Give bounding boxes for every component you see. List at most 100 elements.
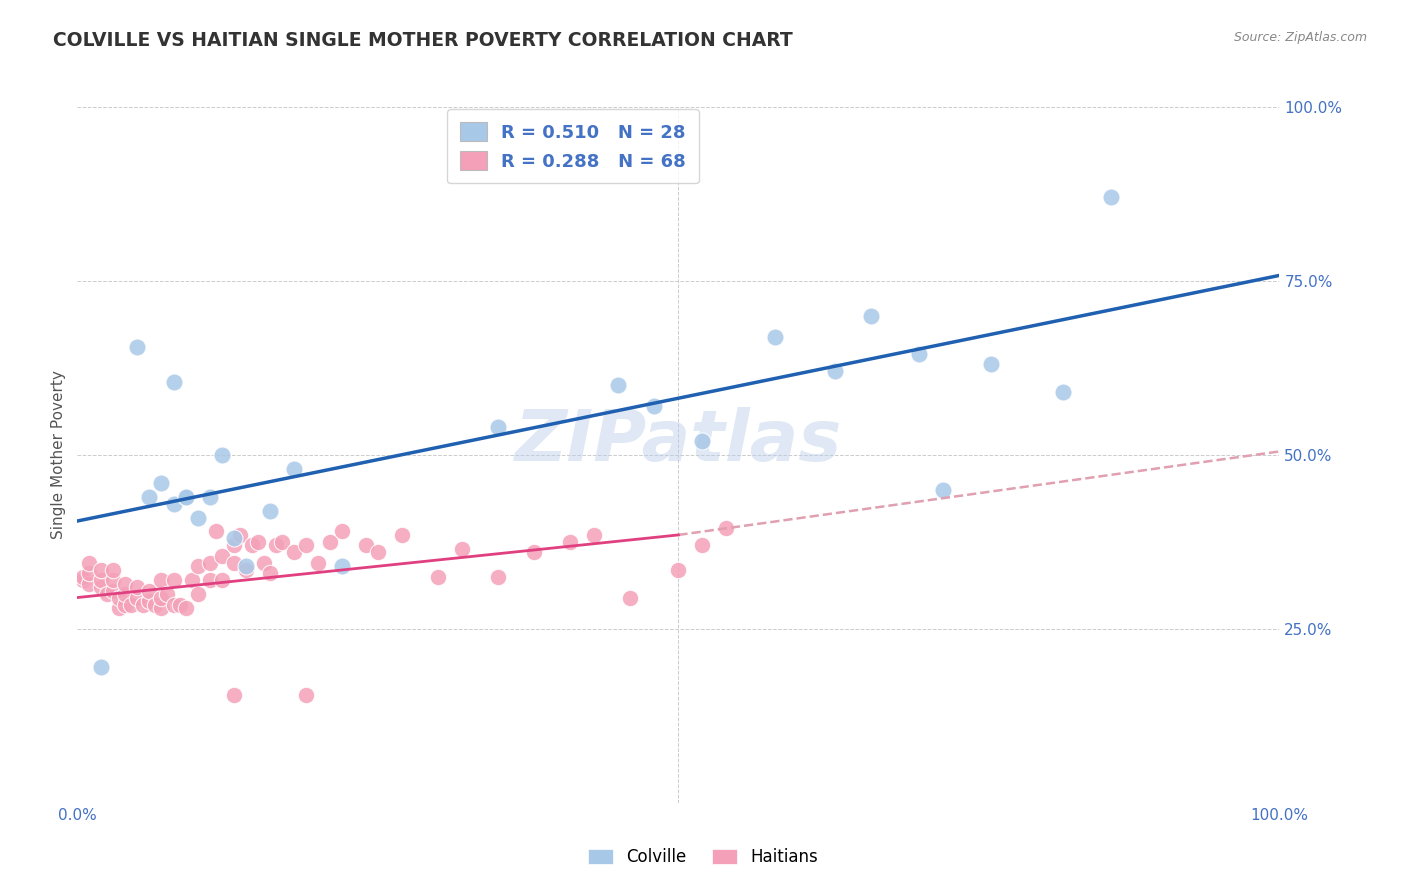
Point: [294, 538, 316, 552]
Point: [204, 524, 226, 539]
Text: Source: ZipAtlas.com: Source: ZipAtlas.com: [1233, 31, 1367, 45]
Point: [90, 580, 112, 594]
Point: [79, 556, 101, 570]
Point: [319, 535, 342, 549]
Point: [859, 309, 882, 323]
Point: [619, 591, 641, 605]
Point: [824, 364, 846, 378]
Legend: R = 0.510   N = 28, R = 0.288   N = 68: R = 0.510 N = 28, R = 0.288 N = 68: [447, 109, 699, 183]
Point: [980, 358, 1002, 372]
Point: [523, 545, 546, 559]
Point: [240, 538, 263, 552]
Point: [114, 598, 136, 612]
Point: [156, 587, 179, 601]
Point: [253, 556, 276, 570]
Point: [90, 563, 112, 577]
Point: [150, 573, 173, 587]
Point: [294, 688, 316, 702]
Point: [259, 566, 281, 581]
Point: [114, 587, 136, 601]
Point: [138, 583, 160, 598]
Point: [211, 448, 233, 462]
Point: [270, 535, 292, 549]
Point: [127, 580, 149, 594]
Point: [908, 347, 931, 361]
Point: [150, 601, 173, 615]
Point: [246, 535, 269, 549]
Point: [174, 490, 197, 504]
Point: [692, 538, 714, 552]
Point: [427, 570, 450, 584]
Point: [138, 594, 160, 608]
Point: [354, 538, 377, 552]
Point: [72, 573, 94, 587]
Point: [162, 375, 184, 389]
Point: [169, 598, 191, 612]
Point: [198, 573, 221, 587]
Point: [187, 559, 209, 574]
Point: [560, 535, 582, 549]
Point: [668, 563, 690, 577]
Point: [103, 583, 125, 598]
Point: [1099, 190, 1122, 204]
Point: [264, 538, 287, 552]
Point: [583, 528, 606, 542]
Point: [451, 541, 474, 556]
Point: [692, 434, 714, 448]
Point: [283, 545, 305, 559]
Text: ZIPatlas: ZIPatlas: [515, 407, 842, 475]
Point: [174, 601, 197, 615]
Point: [235, 559, 257, 574]
Point: [103, 573, 125, 587]
Point: [607, 378, 630, 392]
Point: [187, 587, 209, 601]
Point: [180, 573, 202, 587]
Point: [307, 556, 329, 570]
Point: [187, 510, 209, 524]
Point: [96, 587, 118, 601]
Point: [145, 598, 167, 612]
Point: [79, 576, 101, 591]
Point: [127, 340, 149, 354]
Point: [174, 490, 197, 504]
Point: [222, 556, 245, 570]
Point: [283, 462, 305, 476]
Point: [367, 545, 389, 559]
Point: [228, 528, 250, 542]
Point: [198, 490, 221, 504]
Point: [162, 573, 184, 587]
Point: [330, 524, 353, 539]
Point: [150, 475, 173, 490]
Y-axis label: Single Mother Poverty: Single Mother Poverty: [51, 370, 66, 540]
Point: [330, 559, 353, 574]
Point: [222, 538, 245, 552]
Point: [90, 573, 112, 587]
Point: [114, 576, 136, 591]
Point: [108, 591, 131, 605]
Point: [932, 483, 955, 497]
Point: [132, 598, 155, 612]
Point: [90, 660, 112, 674]
Point: [103, 563, 125, 577]
Point: [162, 598, 184, 612]
Point: [222, 688, 245, 702]
Point: [211, 573, 233, 587]
Point: [138, 490, 160, 504]
Point: [259, 503, 281, 517]
Point: [222, 532, 245, 546]
Point: [643, 399, 665, 413]
Point: [198, 556, 221, 570]
Point: [763, 329, 786, 343]
Point: [150, 591, 173, 605]
Point: [235, 563, 257, 577]
Point: [211, 549, 233, 563]
Legend: Colville, Haitians: Colville, Haitians: [579, 840, 827, 875]
Point: [391, 528, 413, 542]
Point: [486, 570, 509, 584]
Point: [716, 521, 738, 535]
Point: [1052, 385, 1074, 400]
Point: [72, 570, 94, 584]
Point: [120, 598, 142, 612]
Point: [79, 566, 101, 581]
Point: [486, 420, 509, 434]
